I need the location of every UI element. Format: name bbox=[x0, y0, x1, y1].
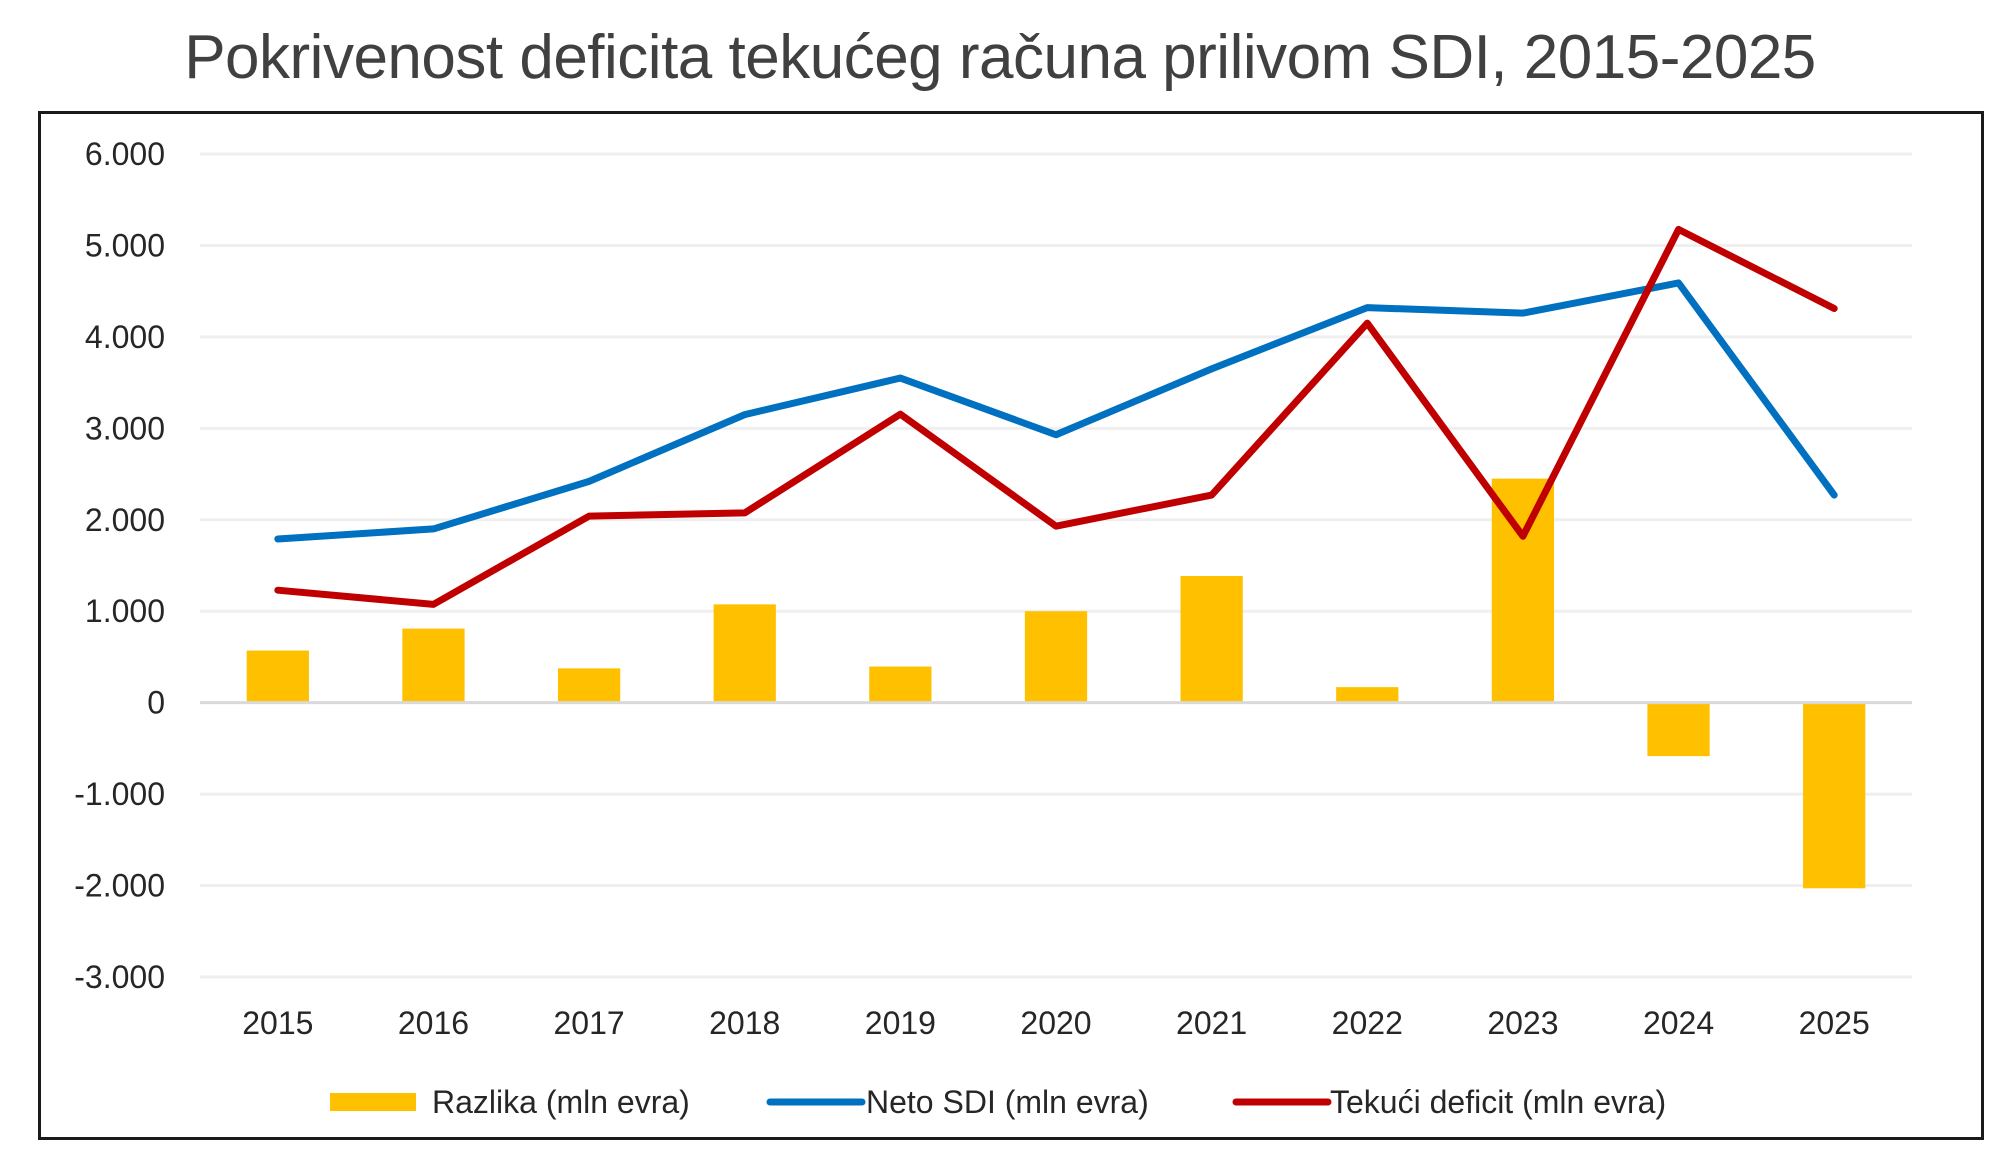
y-tick-label: 3.000 bbox=[85, 410, 165, 446]
bar-2020 bbox=[1024, 611, 1088, 703]
x-tick-label: 2019 bbox=[865, 1005, 936, 1041]
x-tick-label: 2017 bbox=[553, 1005, 624, 1041]
y-tick-label: 2.000 bbox=[85, 502, 165, 538]
bar-2022 bbox=[1336, 687, 1399, 703]
legend-label: Tekući deficit (mln evra) bbox=[1330, 1084, 1666, 1120]
bar-2017 bbox=[557, 668, 621, 703]
chart-frame bbox=[38, 111, 1984, 1140]
bar-2024 bbox=[1647, 702, 1710, 757]
legend-swatch-razlika bbox=[330, 1093, 416, 1111]
x-tick-label: 2020 bbox=[1020, 1005, 1091, 1041]
line-tekuci-deficit bbox=[274, 225, 1838, 608]
bar-series bbox=[246, 478, 1866, 889]
y-tick-label: 0 bbox=[147, 685, 165, 721]
x-tick-label: 2018 bbox=[709, 1005, 780, 1041]
legend-label: Neto SDI (mln evra) bbox=[866, 1084, 1149, 1120]
legend: Razlika (mln evra) Neto SDI (mln evra) Tek… bbox=[330, 1084, 1666, 1120]
y-tick-label: 5.000 bbox=[85, 227, 165, 263]
line-neto-sdi bbox=[274, 279, 1838, 543]
x-tick-label: 2015 bbox=[242, 1005, 313, 1041]
bar-2019 bbox=[869, 666, 932, 703]
y-tick-label: 6.000 bbox=[85, 136, 165, 172]
bar-2021 bbox=[1180, 576, 1243, 703]
x-tick-label: 2023 bbox=[1487, 1005, 1558, 1041]
x-tick-label: 2025 bbox=[1799, 1005, 1870, 1041]
chart-title: Pokrivenost deficita tekućeg računa pril… bbox=[184, 23, 1816, 92]
y-tick-label: -1.000 bbox=[74, 776, 165, 812]
y-axis-labels: 6.000 5.000 4.000 3.000 2.000 1.000 0 -1.000 -2.… bbox=[74, 136, 165, 995]
legend-label: Razlika (mln evra) bbox=[432, 1084, 690, 1120]
x-axis-labels: 2015 2016 2017 2018 2019 2020 2021 2022 2023 2024… bbox=[242, 1005, 1870, 1041]
x-tick-label: 2022 bbox=[1332, 1005, 1403, 1041]
bar-2015 bbox=[246, 650, 309, 703]
y-tick-label: 4.000 bbox=[85, 319, 165, 355]
x-tick-label: 2024 bbox=[1643, 1005, 1714, 1041]
line-series bbox=[274, 225, 1838, 608]
x-tick-label: 2016 bbox=[398, 1005, 469, 1041]
y-tick-label: 1.000 bbox=[85, 593, 165, 629]
bar-2018 bbox=[713, 604, 776, 703]
bar-2025 bbox=[1803, 702, 1866, 889]
y-tick-label: -3.000 bbox=[74, 959, 165, 995]
bar-2016 bbox=[402, 628, 465, 703]
x-tick-label: 2021 bbox=[1176, 1005, 1247, 1041]
bar-2023 bbox=[1491, 478, 1555, 703]
y-tick-label: -2.000 bbox=[74, 868, 165, 904]
